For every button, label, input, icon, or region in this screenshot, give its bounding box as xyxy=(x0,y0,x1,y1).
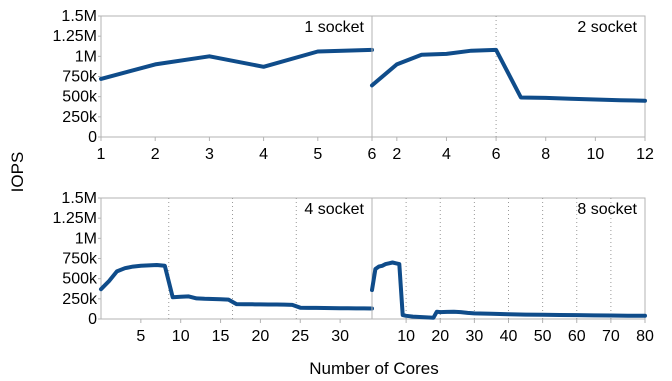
y-tick-label: 1.25M xyxy=(53,210,97,227)
y-tick-label: 1.5M xyxy=(61,8,97,25)
panel-4: 8 socket 10 20 30 40 50 60 70 80 xyxy=(370,197,654,345)
panel-1: 1 socket 0 250k 500k 750k 1M 1.25M 1.5M 1 2 3 4 5 6 xyxy=(53,8,377,163)
panel-title: 1 socket xyxy=(304,19,364,36)
x-tick-label: 10 xyxy=(172,328,190,345)
panel-title: 4 socket xyxy=(304,201,364,218)
iops-series-line xyxy=(99,263,374,311)
y-tick-label: 0 xyxy=(88,129,97,146)
y-tick-label: 1.25M xyxy=(53,28,97,45)
y-tick-label: 1M xyxy=(75,230,97,247)
x-tick-label: 10 xyxy=(397,328,415,345)
x-tick-label: 20 xyxy=(431,328,449,345)
x-tick-label: 20 xyxy=(252,328,270,345)
x-tick-label: 80 xyxy=(636,328,654,345)
x-tick-label: 4 xyxy=(442,146,451,163)
x-tick-label: 15 xyxy=(212,328,230,345)
y-axis-title: IOPS xyxy=(8,152,27,193)
x-tick-label: 50 xyxy=(534,328,552,345)
x-tick-label: 5 xyxy=(313,146,322,163)
iops-series-line xyxy=(370,47,647,103)
x-tick-label: 4 xyxy=(259,146,268,163)
iops-series-line xyxy=(99,47,374,81)
panel-frame xyxy=(371,15,646,138)
panel-title: 2 socket xyxy=(577,19,637,36)
x-tick-label: 5 xyxy=(136,328,145,345)
y-tick-label: 500k xyxy=(62,271,98,288)
x-axis-title: Number of Cores xyxy=(309,359,438,378)
y-tick-label: 250k xyxy=(62,109,98,126)
x-tick-label: 3 xyxy=(205,146,214,163)
panel-2: 2 socket 2 4 6 8 10 12 xyxy=(370,15,654,163)
panel-3: 4 socket 0 250k 500k 750k 1M 1.25M 1.5M 5 10 15 20 2… xyxy=(53,190,374,345)
y-tick-label: 1.5M xyxy=(61,190,97,207)
x-tick-label: 12 xyxy=(636,146,654,163)
y-tick-label: 500k xyxy=(62,89,98,106)
y-tick-label: 750k xyxy=(62,251,98,268)
x-tick-label: 30 xyxy=(331,328,349,345)
x-tick-label: 40 xyxy=(500,328,518,345)
x-tick-label: 6 xyxy=(368,146,377,163)
x-tick-label: 2 xyxy=(151,146,160,163)
x-tick-label: 2 xyxy=(392,146,401,163)
x-tick-label: 70 xyxy=(602,328,620,345)
x-tick-label: 60 xyxy=(568,328,586,345)
y-tick-label: 750k xyxy=(62,69,98,86)
x-tick-label: 30 xyxy=(465,328,483,345)
x-tick-label: 6 xyxy=(492,146,501,163)
y-tick-label: 250k xyxy=(62,291,98,308)
x-tick-label: 10 xyxy=(586,146,604,163)
y-tick-label: 0 xyxy=(88,311,97,328)
y-tick-label: 1M xyxy=(75,48,97,65)
x-tick-label: 1 xyxy=(97,146,106,163)
x-tick-label: 25 xyxy=(291,328,309,345)
iops-series-line xyxy=(370,260,647,320)
x-tick-label: 8 xyxy=(541,146,550,163)
panel-title: 8 socket xyxy=(577,201,637,218)
